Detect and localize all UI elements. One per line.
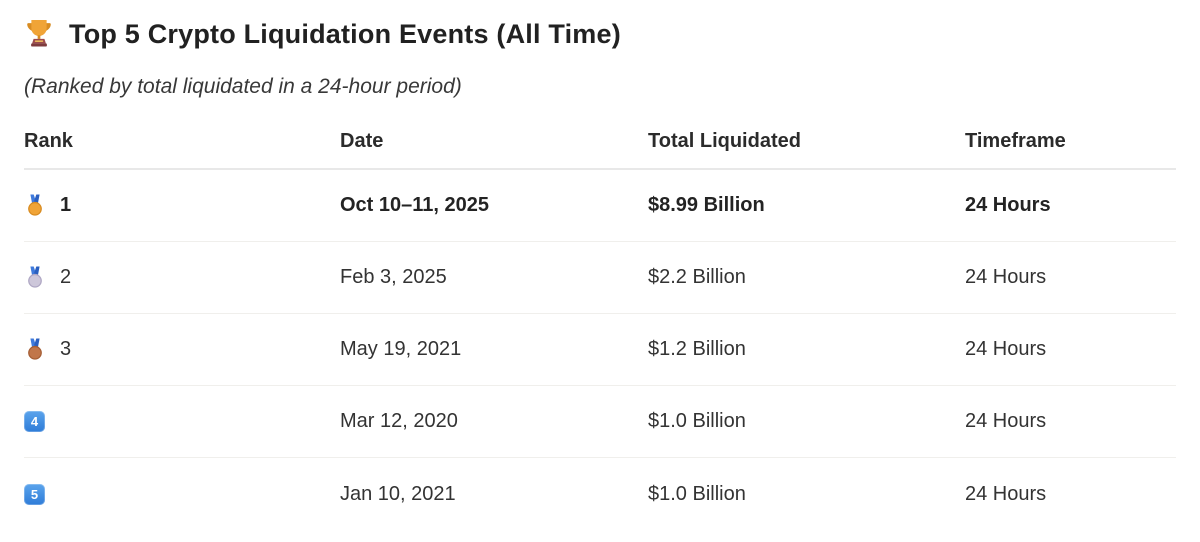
total-cell: $2.2 Billion xyxy=(648,266,746,288)
timeframe-cell: 24 Hours xyxy=(965,482,1047,505)
page-subtitle: (Ranked by total liquidated in a 24-hour… xyxy=(24,75,462,98)
bronze-medal-icon xyxy=(24,338,46,361)
total-cell: $1.2 Billion xyxy=(648,338,746,360)
rank-number: 2 xyxy=(60,266,72,288)
date-cell: Mar 12, 2020 xyxy=(340,410,458,432)
date-cell: Feb 3, 2025 xyxy=(340,266,447,288)
page-title: Top 5 Crypto Liquidation Events (All Tim… xyxy=(69,18,621,49)
rank-cell: 5 xyxy=(24,483,340,505)
timeframe-cell: 24 Hours xyxy=(965,338,1047,360)
page-header: Top 5 Crypto Liquidation Events (All Tim… xyxy=(24,14,1176,54)
date-cell: Jan 10, 2021 xyxy=(340,482,456,505)
timeframe-cell: 24 Hours xyxy=(965,194,1051,216)
total-cell: $8.99 Billion xyxy=(648,194,765,216)
liquidation-table: Rank Date Total Liquidated Timeframe 1 O… xyxy=(24,126,1176,530)
table-row: 1 Oct 10–11, 2025 $8.99 Billion 24 Hours xyxy=(24,170,1176,242)
column-header-date: Date xyxy=(340,130,384,152)
date-cell: May 19, 2021 xyxy=(340,338,462,360)
silver-medal-icon xyxy=(24,266,46,289)
rank-cell: 1 xyxy=(24,194,340,217)
timeframe-cell: 24 Hours xyxy=(965,266,1047,288)
trophy-icon xyxy=(24,18,54,50)
gold-medal-icon xyxy=(24,194,46,217)
column-header-rank: Rank xyxy=(24,130,73,152)
keycap-4-icon: 4 xyxy=(24,411,45,432)
rank-number: 1 xyxy=(60,194,72,216)
table-row: 5 Jan 10, 2021 $1.0 Billion 24 Hours xyxy=(24,458,1176,530)
date-cell: Oct 10–11, 2025 xyxy=(340,194,490,216)
table-row: 3 May 19, 2021 $1.2 Billion 24 Hours xyxy=(24,314,1176,386)
total-cell: $1.0 Billion xyxy=(648,410,746,432)
total-cell: $1.0 Billion xyxy=(648,482,746,505)
keycap-5-icon: 5 xyxy=(24,483,45,505)
rank-cell: 3 xyxy=(24,338,340,361)
timeframe-cell: 24 Hours xyxy=(965,410,1047,432)
column-header-timeframe: Timeframe xyxy=(965,130,1066,152)
rank-cell: 4 xyxy=(24,411,340,432)
rank-cell: 2 xyxy=(24,266,340,289)
table-header-row: Rank Date Total Liquidated Timeframe xyxy=(24,126,1176,170)
rank-number: 3 xyxy=(60,338,72,360)
column-header-total: Total Liquidated xyxy=(648,130,801,152)
table-row: 4 Mar 12, 2020 $1.0 Billion 24 Hours xyxy=(24,386,1176,458)
table-row: 2 Feb 3, 2025 $2.2 Billion 24 Hours xyxy=(24,242,1176,314)
